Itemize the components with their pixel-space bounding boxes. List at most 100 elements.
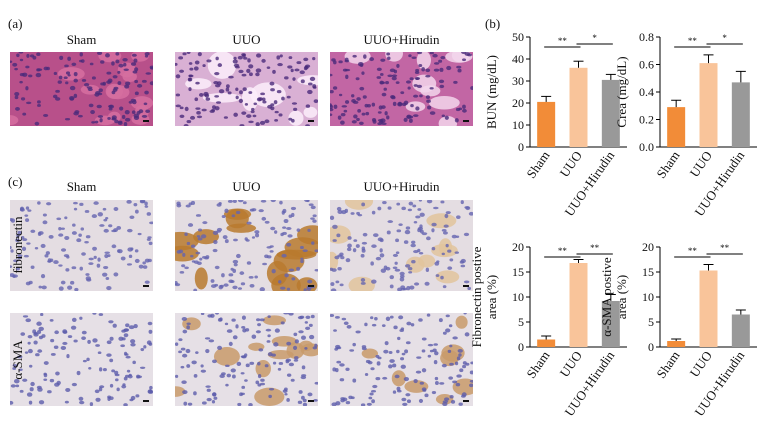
nucleus xyxy=(148,329,153,334)
nucleus xyxy=(276,55,281,60)
nucleus xyxy=(284,387,288,391)
nucleus xyxy=(133,113,140,118)
nucleus xyxy=(62,341,68,346)
nucleus xyxy=(199,257,203,261)
nucleus xyxy=(237,287,243,290)
nucleus xyxy=(182,353,188,358)
nucleus xyxy=(146,212,152,216)
nucleus xyxy=(100,82,105,86)
nucleus xyxy=(386,230,391,235)
nucleus xyxy=(10,218,16,223)
nucleus xyxy=(218,89,225,94)
nucleus xyxy=(178,350,182,354)
nucleus xyxy=(336,346,342,350)
nucleus xyxy=(357,109,362,113)
nucleus xyxy=(64,235,70,241)
nucleus xyxy=(125,81,131,86)
nucleus xyxy=(44,254,49,258)
bar xyxy=(731,314,750,347)
nucleus xyxy=(338,60,343,64)
nucleus xyxy=(454,118,459,123)
significance-label: * xyxy=(592,33,597,43)
nucleus xyxy=(396,229,402,233)
nucleus xyxy=(123,121,128,126)
nucleus xyxy=(462,104,466,109)
nucleus xyxy=(361,112,366,116)
bar xyxy=(699,63,718,147)
nucleus xyxy=(361,202,366,207)
nucleus xyxy=(415,106,420,111)
nucleus xyxy=(288,313,294,316)
nucleus xyxy=(349,349,355,352)
nucleus xyxy=(333,329,337,332)
nucleus xyxy=(71,231,77,235)
nucleus xyxy=(393,325,398,330)
nucleus xyxy=(418,251,424,255)
nucleus xyxy=(85,273,90,276)
nucleus xyxy=(197,52,202,57)
nucleus xyxy=(14,95,19,100)
nucleus xyxy=(301,365,306,370)
nucleus xyxy=(398,223,403,226)
nucleus xyxy=(49,319,54,322)
y-tick-label: 20 xyxy=(512,240,524,254)
nucleus xyxy=(108,224,113,228)
nucleus xyxy=(27,209,32,212)
tissue-patch xyxy=(420,85,441,97)
nucleus xyxy=(33,332,39,337)
tissue-patch xyxy=(303,106,318,118)
nucleus xyxy=(10,60,13,63)
nucleus xyxy=(303,288,307,291)
nucleus xyxy=(377,237,383,242)
nucleus xyxy=(106,340,112,345)
micrograph xyxy=(330,313,473,406)
nucleus xyxy=(288,362,295,367)
nucleus xyxy=(98,88,103,93)
nucleus xyxy=(461,394,466,398)
nucleus xyxy=(92,246,97,251)
nucleus xyxy=(256,318,261,322)
nucleus xyxy=(37,104,41,107)
nucleus xyxy=(375,256,382,261)
nucleus xyxy=(360,281,366,285)
nucleus xyxy=(406,321,412,326)
nucleus xyxy=(223,116,229,119)
nucleus xyxy=(102,207,107,211)
nucleus xyxy=(122,58,128,62)
nucleus xyxy=(385,80,389,85)
nucleus xyxy=(292,77,296,81)
nucleus xyxy=(303,57,309,62)
nucleus xyxy=(38,326,44,332)
nucleus xyxy=(223,283,229,287)
nucleus xyxy=(458,353,462,357)
nucleus xyxy=(128,325,135,330)
nucleus xyxy=(130,98,137,102)
nucleus xyxy=(206,59,212,63)
nucleus xyxy=(17,230,22,235)
nucleus xyxy=(113,272,119,277)
nucleus xyxy=(296,61,302,65)
nucleus xyxy=(407,266,413,271)
nucleus xyxy=(201,401,207,405)
nucleus xyxy=(123,376,128,381)
nucleus xyxy=(58,233,64,237)
nucleus xyxy=(208,339,215,343)
nucleus xyxy=(431,222,437,227)
nucleus xyxy=(356,117,360,122)
nucleus xyxy=(307,392,313,397)
nucleus xyxy=(282,226,287,229)
nucleus xyxy=(19,206,25,211)
nucleus xyxy=(237,55,243,60)
nucleus xyxy=(88,103,94,108)
y-axis-label: Crea (mg/dL) xyxy=(614,56,629,127)
nucleus xyxy=(98,313,104,317)
nucleus xyxy=(144,205,149,208)
nucleus xyxy=(12,274,18,278)
nucleus xyxy=(183,123,189,126)
nucleus xyxy=(233,112,238,117)
nucleus xyxy=(113,206,119,212)
nucleus xyxy=(200,364,204,368)
nucleus xyxy=(186,52,191,54)
nucleus xyxy=(94,389,100,394)
nucleus xyxy=(278,113,283,117)
